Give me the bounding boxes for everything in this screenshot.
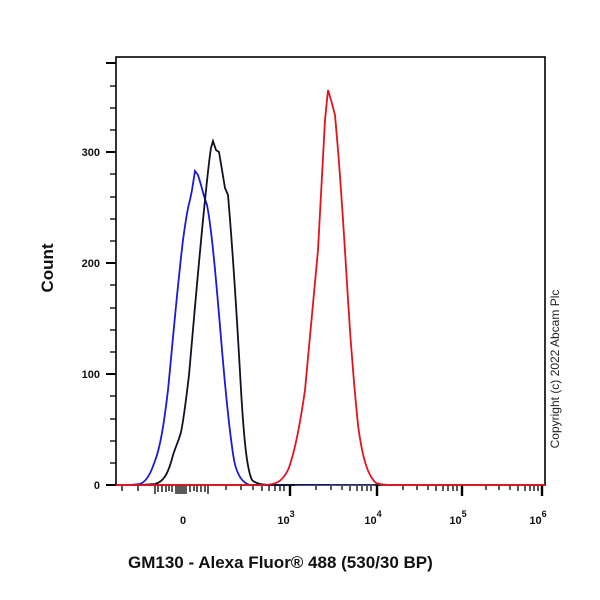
y-axis xyxy=(106,62,116,486)
x-tick-label-1e3: 103 xyxy=(277,509,294,527)
copyright-watermark: Copyright (c) 2022 Abcam Plc xyxy=(548,289,562,449)
x-tick-label-1e6: 106 xyxy=(529,509,546,527)
y-tick-label-0: 0 xyxy=(94,480,100,492)
red-histogram-curve xyxy=(116,89,545,486)
y-tick-label-100: 100 xyxy=(82,369,100,381)
y-axis-label: Count xyxy=(38,243,57,293)
y-minor-ticks xyxy=(110,85,116,464)
x-major-ticks xyxy=(288,485,544,496)
y-tick-label-200: 200 xyxy=(82,258,100,270)
y-tick-label-300: 300 xyxy=(82,147,100,159)
x-minor-ticks xyxy=(121,485,539,494)
x-axis-label: GM130 - Alexa Fluor® 488 (530/30 BP) xyxy=(128,553,433,572)
x-tick-label-1e4: 104 xyxy=(364,509,381,527)
blue-histogram-curve xyxy=(129,168,300,486)
x-tick-label-0: 0 xyxy=(180,515,186,527)
black-histogram-curve xyxy=(139,137,330,486)
x-tick-label-1e5: 105 xyxy=(449,509,466,527)
